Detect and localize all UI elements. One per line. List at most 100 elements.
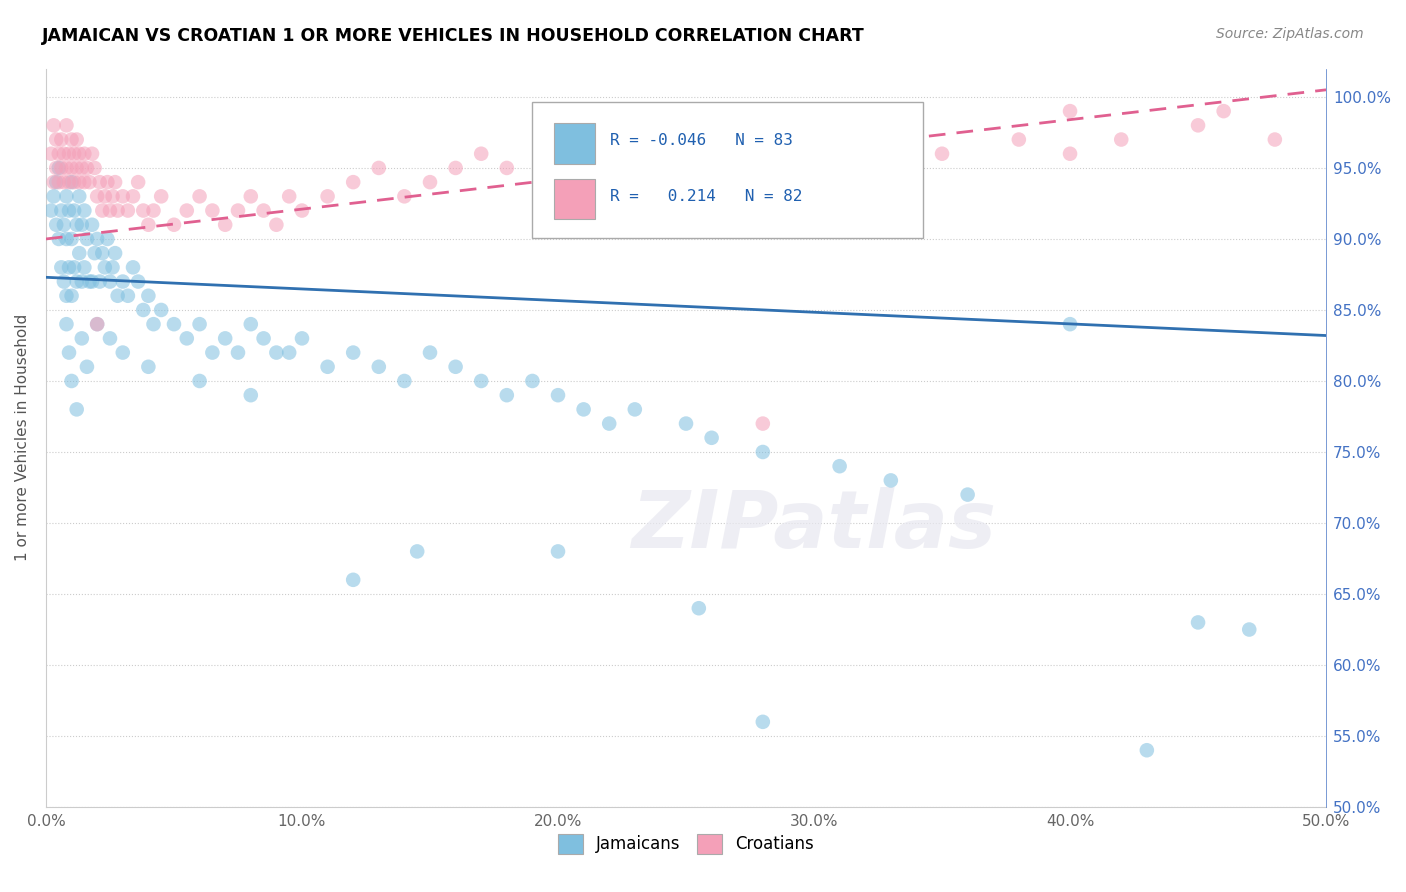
Point [752, 417, 775, 431]
Point [214, 331, 236, 345]
Point [828, 459, 851, 474]
Point [39, 203, 62, 218]
Point [226, 203, 249, 218]
Point [188, 189, 211, 203]
Point [1187, 615, 1209, 630]
Point [73, 260, 96, 275]
Y-axis label: 1 or more Vehicles in Household: 1 or more Vehicles in Household [15, 314, 30, 561]
Point [89, 175, 111, 189]
Point [76, 232, 98, 246]
Text: R = -0.046   N = 83: R = -0.046 N = 83 [610, 133, 793, 147]
Point [127, 275, 149, 289]
Point [104, 246, 127, 260]
Legend: Jamaicans, Croatians: Jamaicans, Croatians [558, 834, 814, 855]
Point [66, 402, 89, 417]
Point [122, 189, 145, 203]
Point [48, 161, 70, 175]
Point [342, 175, 364, 189]
Bar [554, 178, 595, 219]
Point [60, 289, 83, 303]
Point [138, 359, 160, 374]
Point [547, 544, 569, 558]
Point [73, 203, 96, 218]
Point [51, 132, 73, 146]
Point [138, 289, 160, 303]
Point [70, 331, 93, 345]
Point [60, 132, 83, 146]
Point [470, 374, 492, 388]
Point [89, 275, 111, 289]
Point [42, 189, 65, 203]
Point [63, 175, 86, 189]
Point [150, 302, 173, 317]
Point [80, 275, 103, 289]
Point [1109, 132, 1132, 146]
Point [138, 218, 160, 232]
Point [98, 275, 121, 289]
Point [132, 302, 155, 317]
Point [239, 388, 262, 402]
Point [55, 119, 77, 133]
Point [1059, 104, 1081, 119]
Point [880, 474, 903, 488]
Point [55, 289, 77, 303]
Point [83, 161, 105, 175]
Point [91, 203, 114, 218]
Point [278, 345, 301, 359]
Point [107, 203, 129, 218]
Point [132, 203, 155, 218]
Point [66, 218, 89, 232]
Point [86, 189, 108, 203]
Point [67, 146, 90, 161]
Point [111, 189, 134, 203]
Point [117, 203, 139, 218]
Point [201, 345, 224, 359]
Point [406, 544, 429, 558]
Point [73, 146, 96, 161]
Point [55, 161, 77, 175]
Point [252, 203, 274, 218]
Point [547, 175, 569, 189]
Text: Source: ZipAtlas.com: Source: ZipAtlas.com [1216, 27, 1364, 41]
Point [51, 161, 73, 175]
Point [55, 232, 77, 246]
Point [547, 388, 569, 402]
Point [58, 175, 80, 189]
Point [176, 203, 198, 218]
Point [48, 232, 70, 246]
Point [101, 189, 124, 203]
Point [45, 161, 67, 175]
Point [63, 146, 86, 161]
Point [316, 189, 339, 203]
FancyBboxPatch shape [533, 102, 922, 238]
Point [188, 317, 211, 331]
Point [522, 374, 544, 388]
Point [79, 275, 101, 289]
Point [163, 218, 186, 232]
Point [176, 331, 198, 345]
Point [79, 175, 101, 189]
Point [291, 203, 314, 218]
Point [142, 203, 165, 218]
Point [45, 132, 67, 146]
Point [52, 146, 75, 161]
Point [675, 417, 697, 431]
Point [419, 175, 441, 189]
Point [752, 714, 775, 729]
Bar [554, 123, 595, 163]
Point [76, 359, 98, 374]
Point [63, 260, 86, 275]
Point [48, 175, 70, 189]
Point [1059, 146, 1081, 161]
Point [1264, 132, 1286, 146]
Point [45, 175, 67, 189]
Point [956, 487, 979, 501]
Point [342, 573, 364, 587]
Point [394, 374, 416, 388]
Text: R =   0.214   N = 82: R = 0.214 N = 82 [610, 189, 803, 204]
Point [45, 218, 67, 232]
Point [67, 246, 90, 260]
Point [239, 189, 262, 203]
Point [367, 359, 389, 374]
Point [444, 359, 467, 374]
